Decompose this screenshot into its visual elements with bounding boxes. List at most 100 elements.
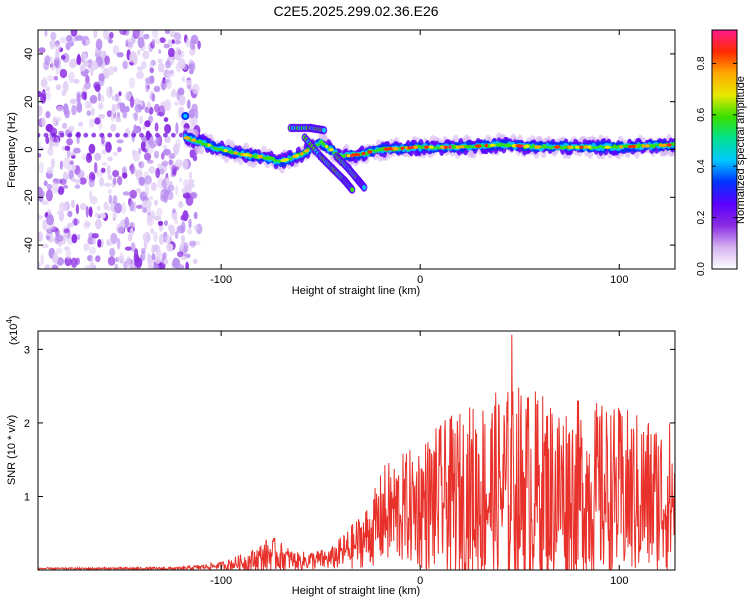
noise-blob	[74, 179, 81, 184]
noise-blob	[73, 147, 81, 154]
noise-blob	[153, 264, 160, 269]
noise-blob	[162, 144, 168, 150]
noise-blob	[38, 215, 43, 220]
noise-line-blob	[75, 132, 81, 138]
noise-blob	[169, 153, 176, 159]
noise-blob	[76, 135, 80, 145]
noise-blob	[180, 241, 185, 250]
noise-blob	[112, 212, 117, 219]
ridge-blob	[652, 144, 656, 149]
noise-blob	[88, 178, 95, 188]
noise-blob	[56, 257, 64, 266]
ridge-hotspot	[442, 145, 448, 149]
noise-blob	[148, 196, 154, 201]
spectrogram-xtick-label: -100	[210, 274, 232, 286]
noise-blob	[55, 84, 62, 91]
noise-blob	[174, 32, 182, 41]
noise-blob	[188, 218, 192, 229]
ridge-hotspot	[464, 145, 469, 149]
branch-core	[322, 127, 327, 133]
noise-blob	[174, 40, 182, 45]
noise-blob	[188, 63, 194, 70]
noise-blob	[163, 258, 169, 265]
ridge-hotspot	[440, 145, 445, 149]
noise-blob	[127, 38, 134, 50]
noise-blob	[52, 252, 59, 264]
noise-blob	[116, 139, 124, 144]
noise-blob	[182, 159, 189, 171]
noise-blob	[65, 248, 71, 260]
ridge-hotspot	[484, 143, 489, 148]
noise-blob	[117, 226, 124, 234]
noise-blob	[114, 202, 122, 214]
noise-blob	[138, 161, 145, 169]
noise-blob	[79, 65, 86, 72]
noise-blob	[122, 191, 131, 196]
ridge-blob	[273, 158, 277, 163]
colorbar-ticks: 0.0 0.2 0.4 0.6 0.8	[696, 56, 737, 276]
ridge-hotspot	[567, 145, 573, 149]
noise-blob	[88, 206, 93, 218]
noise-blob	[175, 47, 181, 56]
noise-blob	[144, 120, 151, 128]
ridge-blob	[321, 141, 326, 146]
noise-blob	[130, 163, 135, 175]
svg-text:(x104): (x104)	[5, 315, 20, 345]
snr-frame	[37, 330, 676, 571]
noise-blob	[171, 39, 175, 44]
noise-blob	[129, 200, 135, 212]
ridge-blob	[529, 146, 534, 149]
noise-blob	[55, 234, 64, 242]
noise-blob	[90, 173, 96, 181]
noise-blob	[178, 200, 184, 209]
noise-blob	[134, 257, 143, 268]
noise-blob	[59, 68, 68, 79]
noise-blob	[97, 239, 102, 248]
noise-blob	[142, 231, 151, 243]
colorbar-tick-label: 0.4	[696, 159, 707, 173]
ridge-hotspot	[392, 147, 399, 151]
snr-xlabel: Height of straight line (km)	[292, 585, 420, 597]
noise-blob	[137, 36, 145, 49]
ridge-hotspot	[632, 144, 636, 149]
noise-blob	[143, 33, 150, 40]
ridge-hotspot	[604, 145, 611, 149]
noise-blob	[118, 91, 122, 97]
noise-blob	[98, 73, 105, 82]
ridge-hotspot	[489, 143, 496, 147]
ridge-hotspot	[627, 145, 634, 149]
colorbar-tick-label: 0.6	[696, 107, 707, 121]
ridge-hotspot	[525, 144, 530, 148]
noise-blob	[46, 91, 51, 101]
noise-blob	[149, 67, 155, 74]
noise-blob	[63, 184, 69, 189]
noise-blob	[155, 167, 161, 179]
noise-blob	[138, 176, 146, 186]
ridge-hotspot	[428, 145, 434, 149]
noise-blob	[56, 105, 64, 113]
noise-blob	[122, 172, 128, 179]
noise-line-blob	[38, 132, 41, 138]
snr-scale-label: (x104)	[5, 315, 20, 345]
noise-blob	[89, 190, 93, 200]
noise-blob	[81, 91, 87, 100]
ridge-hotspot	[407, 146, 411, 150]
noise-blob	[124, 216, 130, 228]
ridge-hotspot	[191, 138, 197, 142]
spectrogram-panel: -100 0 100 -40 -20 0 20 40 Height of straight l…	[6, 29, 676, 297]
noise-blob	[182, 179, 190, 189]
noise-blob	[44, 264, 51, 269]
noise-blob	[163, 220, 169, 226]
noise-blob	[76, 101, 83, 113]
noise-blob	[94, 117, 101, 125]
noise-blob	[138, 30, 144, 38]
noise-blob	[174, 216, 178, 225]
noise-blob	[96, 205, 101, 211]
noise-blob	[69, 160, 74, 166]
ridge-hotspot	[328, 148, 334, 152]
noise-blob	[192, 258, 198, 264]
noise-blob	[68, 60, 77, 68]
noise-blob	[103, 182, 112, 187]
noise-blob	[151, 93, 156, 102]
noise-line-blob	[99, 132, 105, 138]
